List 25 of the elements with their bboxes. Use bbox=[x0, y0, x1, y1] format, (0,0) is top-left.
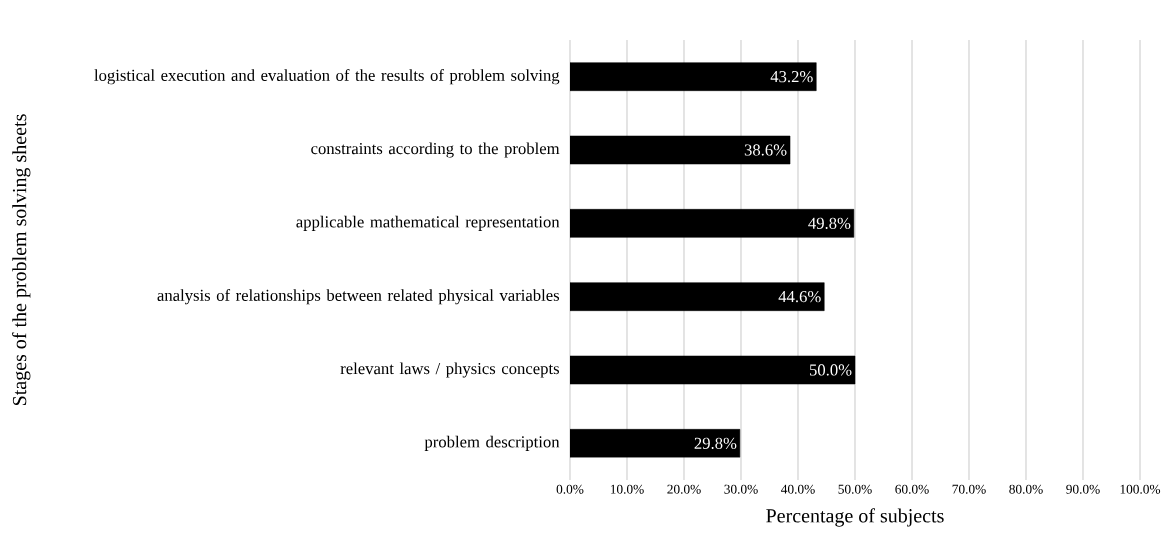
data-label: 43.2% bbox=[770, 71, 813, 83]
x-tick-label: 40.0% bbox=[781, 484, 815, 494]
x-tick-label: 100.0% bbox=[1120, 484, 1161, 494]
y-tick-label: analysis of relationships between related physical variables bbox=[157, 289, 560, 305]
data-label: 50.0% bbox=[809, 364, 852, 376]
data-label: 49.8% bbox=[808, 217, 851, 229]
data-label: 38.6% bbox=[744, 144, 787, 156]
x-tick-label: 10.0% bbox=[610, 484, 644, 494]
data-label: 44.6% bbox=[778, 291, 821, 303]
x-tick-label: 90.0% bbox=[1066, 484, 1100, 494]
y-tick-label: logistical execution and evaluation of the results of problem solving bbox=[94, 69, 560, 85]
x-tick-label: 60.0% bbox=[895, 484, 929, 494]
y-tick-label: constraints according to the problem bbox=[311, 142, 560, 158]
x-axis-title: Percentage of subjects bbox=[766, 508, 944, 527]
x-tick-label: 20.0% bbox=[667, 484, 701, 494]
y-tick-label: relevant laws / physics concepts bbox=[340, 362, 559, 378]
data-label: 29.8% bbox=[694, 437, 737, 449]
x-tick-label: 80.0% bbox=[1009, 484, 1043, 494]
x-tick-label: 50.0% bbox=[838, 484, 872, 494]
x-tick-label: 0.0% bbox=[556, 484, 584, 494]
y-tick-label: problem description bbox=[424, 435, 560, 451]
y-axis-title: Stages of the problem solving sheets bbox=[12, 114, 31, 406]
x-tick-label: 70.0% bbox=[952, 484, 986, 494]
y-tick-label: applicable mathematical representation bbox=[296, 215, 560, 231]
x-tick-label: 30.0% bbox=[724, 484, 758, 494]
